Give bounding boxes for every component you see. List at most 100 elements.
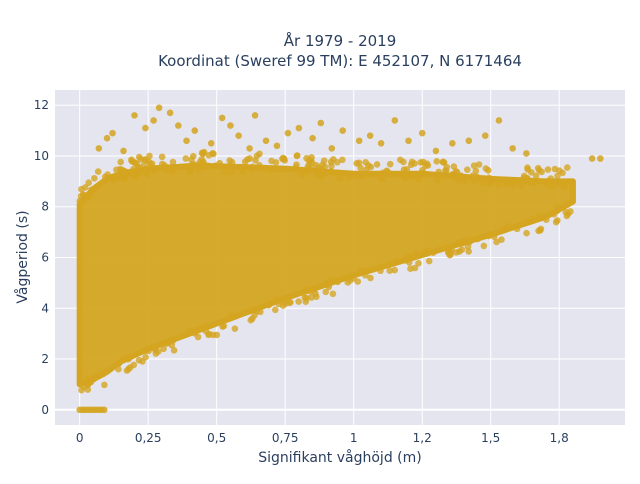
data-point bbox=[355, 137, 363, 145]
chart-title-line-2: Koordinat (Sweref 99 TM): E 452107, N 61… bbox=[158, 52, 522, 70]
data-point bbox=[143, 171, 151, 179]
data-point bbox=[485, 232, 493, 240]
data-point bbox=[218, 114, 226, 122]
data-point bbox=[142, 124, 149, 132]
data-point bbox=[113, 166, 120, 174]
data-point bbox=[273, 142, 281, 150]
data-point bbox=[379, 169, 387, 177]
data-point bbox=[262, 137, 270, 145]
data-point bbox=[305, 161, 313, 168]
data-point bbox=[536, 227, 544, 234]
data-point bbox=[275, 300, 283, 308]
data-point bbox=[293, 152, 301, 160]
data-point bbox=[142, 353, 149, 361]
data-point bbox=[528, 177, 535, 185]
data-point bbox=[346, 173, 353, 180]
data-point bbox=[188, 156, 195, 164]
y-tick-labels: 0 2 4 6 8 10 12 bbox=[34, 98, 49, 417]
data-point bbox=[463, 166, 471, 174]
data-point bbox=[458, 246, 466, 253]
data-point bbox=[415, 175, 422, 183]
data-point bbox=[130, 361, 138, 369]
data-point bbox=[551, 165, 559, 173]
data-point bbox=[355, 159, 363, 167]
data-point bbox=[115, 360, 123, 367]
data-point bbox=[101, 381, 108, 389]
data-point bbox=[260, 165, 268, 172]
x-tick-labels: 0 0,25 0,5 0,75 1 1,2 1,5 1,8 bbox=[76, 431, 569, 445]
data-point bbox=[464, 236, 472, 244]
data-point bbox=[309, 134, 316, 142]
data-point bbox=[518, 182, 526, 190]
data-point bbox=[85, 179, 92, 187]
data-point bbox=[103, 134, 111, 142]
data-point bbox=[272, 159, 280, 166]
data-point bbox=[560, 183, 567, 191]
data-point bbox=[95, 145, 103, 152]
y-axis-title: Vågperiod (s) bbox=[14, 210, 31, 303]
data-point bbox=[410, 172, 417, 180]
data-point bbox=[354, 278, 362, 285]
data-point bbox=[113, 174, 121, 181]
y-tick-label: 2 bbox=[41, 352, 49, 366]
data-point bbox=[186, 327, 194, 334]
data-point bbox=[346, 277, 354, 284]
data-point bbox=[534, 164, 542, 172]
data-point bbox=[267, 167, 275, 174]
data-point bbox=[419, 169, 427, 177]
data-point bbox=[117, 158, 125, 166]
data-point bbox=[386, 267, 393, 275]
data-point bbox=[295, 124, 303, 132]
data-point bbox=[216, 159, 223, 167]
data-point bbox=[169, 337, 177, 344]
y-tick-label: 8 bbox=[41, 200, 49, 214]
data-point bbox=[82, 184, 89, 191]
data-point bbox=[251, 112, 259, 119]
data-point bbox=[287, 298, 294, 306]
data-point bbox=[564, 200, 572, 207]
data-point bbox=[509, 145, 516, 152]
data-point bbox=[475, 161, 483, 168]
data-point bbox=[77, 199, 85, 206]
data-point bbox=[210, 150, 217, 158]
chart-title-line-1: År 1979 - 2019 bbox=[284, 31, 397, 50]
data-point bbox=[249, 315, 256, 322]
data-point bbox=[514, 177, 522, 185]
x-tick-label: 0,5 bbox=[207, 431, 226, 445]
data-point bbox=[563, 164, 571, 171]
data-point bbox=[424, 247, 432, 254]
data-point bbox=[166, 109, 174, 117]
data-point bbox=[532, 172, 540, 180]
data-point bbox=[295, 298, 302, 305]
data-point bbox=[308, 154, 315, 161]
data-point bbox=[530, 215, 537, 223]
data-point bbox=[187, 165, 195, 172]
point-cloud-core bbox=[76, 163, 576, 388]
data-point bbox=[502, 180, 510, 188]
data-point bbox=[161, 162, 168, 169]
data-point bbox=[487, 178, 495, 185]
data-point bbox=[400, 158, 407, 166]
data-point bbox=[191, 127, 199, 134]
data-point bbox=[219, 323, 226, 330]
data-point bbox=[213, 331, 221, 339]
data-point bbox=[474, 235, 481, 243]
data-point bbox=[175, 122, 182, 129]
data-point bbox=[133, 160, 140, 167]
data-point bbox=[271, 306, 279, 314]
data-point bbox=[109, 129, 116, 137]
data-point bbox=[331, 170, 339, 178]
data-point bbox=[91, 175, 98, 182]
data-point bbox=[490, 233, 498, 240]
data-point bbox=[199, 150, 207, 157]
data-point bbox=[523, 217, 531, 225]
data-point bbox=[552, 218, 560, 226]
data-point bbox=[433, 158, 441, 165]
data-point bbox=[142, 347, 149, 354]
data-point bbox=[253, 307, 261, 315]
x-tick-label: 1,8 bbox=[550, 431, 569, 445]
data-point bbox=[554, 172, 561, 180]
data-point bbox=[146, 152, 153, 160]
data-point bbox=[386, 160, 394, 168]
